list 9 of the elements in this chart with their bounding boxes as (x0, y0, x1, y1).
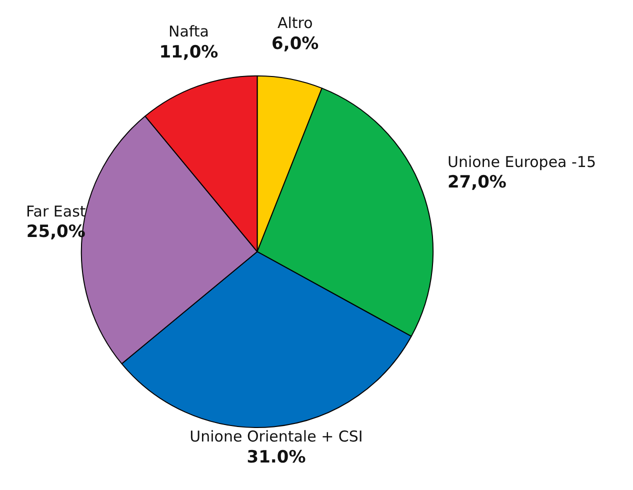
slice-label: Nafta (168, 22, 209, 41)
data-label: 6,0% (272, 34, 319, 54)
data-label: 11,0% (159, 42, 218, 62)
data-label: 27,0% (447, 172, 506, 193)
data-label: 31.0% (246, 447, 306, 468)
slice-label: Unione Europea -15 (447, 152, 596, 171)
slice-label: Unione Orientale + CSI (190, 428, 363, 446)
slice-label: Far East (26, 202, 86, 220)
slice-label: Altro (277, 14, 313, 32)
